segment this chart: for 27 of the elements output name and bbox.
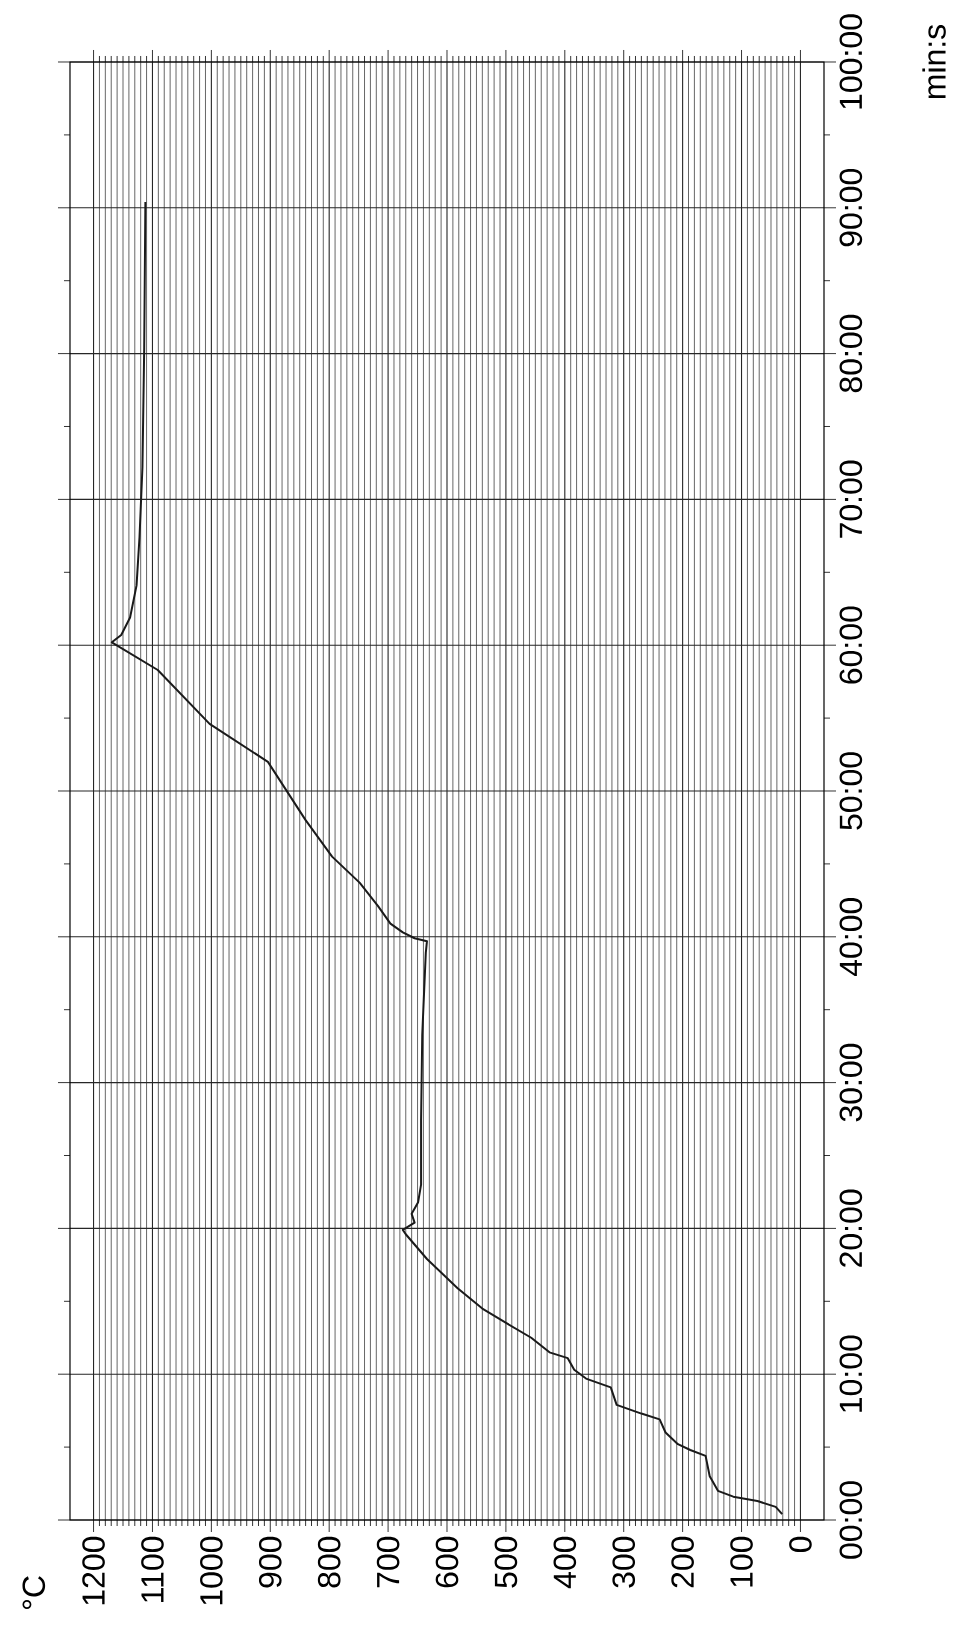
- y-tick-label: 50:00: [839, 752, 863, 830]
- x-tick-label: 100: [730, 1536, 753, 1587]
- y-tick-label: 20:00: [839, 1189, 863, 1267]
- x-tick-label: 900: [258, 1536, 282, 1588]
- y-tick-label: 00:00: [839, 1481, 863, 1559]
- x-tick-label: 800: [317, 1536, 341, 1588]
- x-tick-label: 1000: [200, 1536, 223, 1605]
- y-tick-label: 40:00: [839, 898, 863, 977]
- y-tick-label: 30:00: [839, 1043, 863, 1122]
- x-tick-label: 0: [789, 1536, 812, 1553]
- x-tick-label: 1200: [82, 1536, 105, 1605]
- line-series: [110, 200, 784, 1516]
- y-tick-label: 80:00: [839, 314, 863, 393]
- x-tick-label: 200: [671, 1536, 694, 1588]
- y-tick-label: 10:00: [839, 1335, 863, 1412]
- y-axis-title: min:s: [922, 24, 946, 99]
- y-tick-label: 70:00: [839, 460, 863, 538]
- y-tick-label: 100:00: [839, 14, 863, 109]
- text: °C: [22, 1576, 46, 1609]
- x-tick-label: 400: [553, 1536, 577, 1589]
- x-tick-label: 700: [376, 1536, 400, 1588]
- y-tick-label: 60:00: [839, 606, 863, 684]
- y-tick-label: 90:00: [839, 169, 863, 247]
- x-tick-label: 500: [494, 1536, 518, 1588]
- x-tick-label: 1100: [141, 1536, 164, 1602]
- x-tick-label: 300: [612, 1536, 636, 1588]
- x-tick-label: 600: [435, 1536, 459, 1588]
